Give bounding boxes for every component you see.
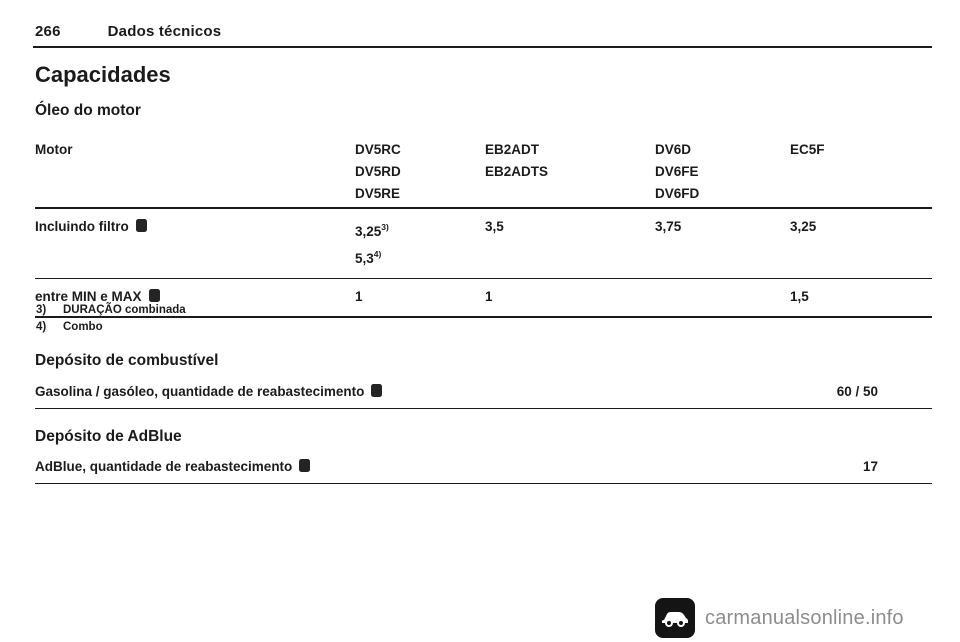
table-row-min-max: entre MIN e MAX 1 1 1,5	[35, 279, 932, 318]
fuel-capacity-value: 60 / 50	[836, 384, 878, 399]
liter-unit-symbol	[371, 384, 383, 397]
subsection-title-fuel-tank: Depósito de combustível	[35, 352, 219, 369]
adblue-row-label: AdBlue, quantidade de reabastecimento	[35, 459, 311, 474]
page-number: 266	[35, 23, 61, 40]
subsection-title-adblue-tank: Depósito de AdBlue	[35, 428, 182, 445]
chapter-title: Dados técnicos	[107, 23, 222, 40]
column-header-engine-ec5: EC5F	[790, 142, 825, 157]
watermark-text: carmanualsonline.info	[705, 606, 904, 629]
liter-unit-symbol	[135, 219, 147, 232]
subsection-title-engine-oil: Óleo do motor	[35, 102, 141, 119]
column-header-engine-eb2: EB2ADT EB2ADTS	[485, 142, 549, 179]
footnote-ref-4: 4)	[373, 249, 382, 259]
row-label: entre MIN e MAX	[35, 286, 355, 308]
column-header-engine-dv5: DV5RC DV5RD DV5RE	[355, 142, 401, 201]
car-icon	[662, 612, 688, 627]
watermark: carmanualsonline.info	[655, 598, 904, 638]
carmanualsonline-logo-icon	[655, 598, 695, 638]
liter-unit-symbol	[148, 289, 160, 302]
cell-dv5-value: 1	[355, 289, 363, 304]
adblue-tank-row: AdBlue, quantidade de reabastecimento 17	[35, 459, 932, 484]
fuel-tank-row: Gasolina / gasóleo, quantidade de reabas…	[35, 384, 932, 409]
cell-ec5-value: 3,25	[790, 219, 817, 234]
table-row-including-filter: Incluindo filtro 3,253) 5,34) 3,5 3,75 3…	[35, 209, 932, 279]
cell-dv5-values: 3,253) 5,34)	[355, 222, 389, 266]
footnotes: 3) DURAÇÃO combinada 4) Combo	[36, 302, 186, 335]
adblue-capacity-value: 17	[862, 459, 878, 474]
cell-dv6-value: 3,75	[655, 219, 682, 234]
footnote-3: 3) DURAÇÃO combinada	[36, 304, 186, 316]
liter-unit-symbol	[299, 459, 311, 472]
cell-eb2-value: 3,5	[485, 219, 504, 234]
header-rule	[33, 46, 932, 48]
section-title: Capacidades	[35, 62, 171, 87]
cell-ec5-value: 1,5	[790, 289, 809, 304]
column-header-engine-dv6: DV6D DV6FE DV6FD	[655, 142, 700, 201]
table-header-row: Motor DV5RC DV5RD DV5RE EB2ADT EB2ADTS D…	[35, 139, 932, 209]
engine-oil-table: Motor DV5RC DV5RD DV5RE EB2ADT EB2ADTS D…	[35, 139, 932, 318]
column-header-motor: Motor	[35, 142, 73, 157]
page-header: 266 Dados técnicos	[35, 23, 221, 40]
footnote-ref-3: 3)	[381, 222, 389, 232]
cell-eb2-value: 1	[485, 289, 493, 304]
fuel-row-label: Gasolina / gasóleo, quantidade de reabas…	[35, 384, 383, 399]
row-label: Incluindo filtro	[35, 216, 355, 238]
footnote-4: 4) Combo	[36, 320, 103, 333]
